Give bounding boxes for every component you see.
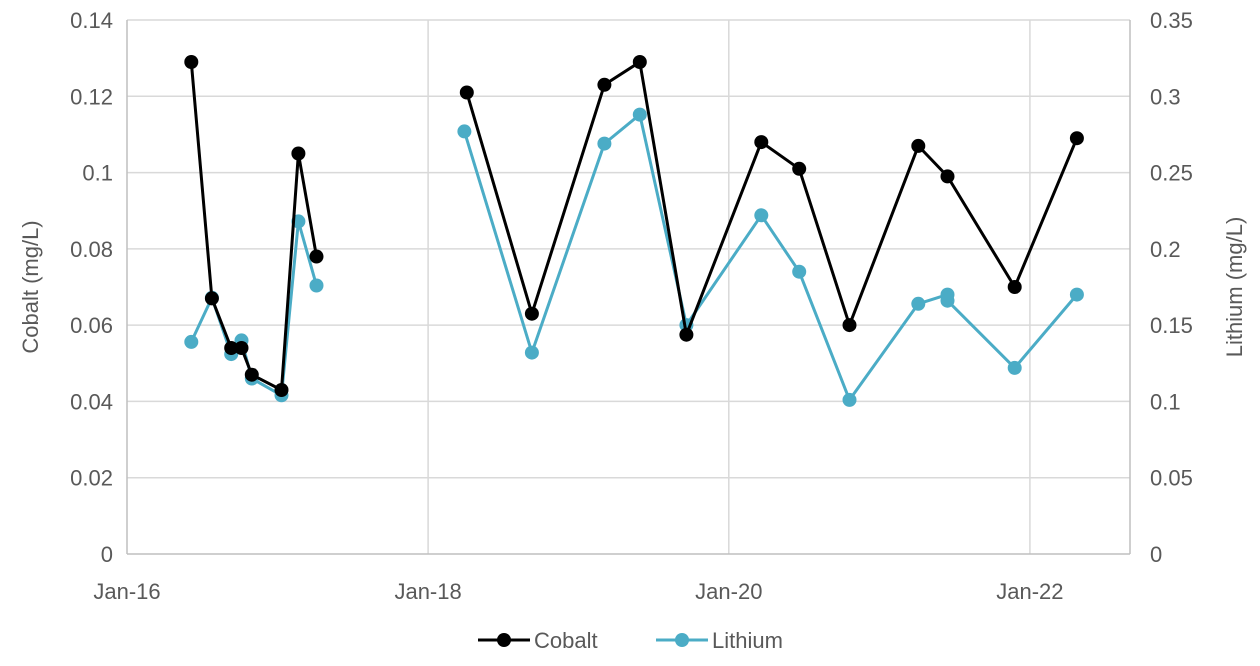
left-tick-label: 0	[101, 542, 113, 567]
legend: Cobalt Lithium	[478, 628, 783, 653]
data-point-lithium	[184, 334, 199, 349]
data-point-cobalt	[679, 327, 694, 342]
legend-item-lithium: Lithium	[656, 628, 783, 653]
series-cobalt	[184, 55, 1084, 397]
right-axis-title: Lithium (mg/L)	[1222, 217, 1247, 358]
gridlines	[127, 19, 1130, 554]
left-axis-title: Cobalt (mg/L)	[18, 220, 43, 353]
left-tick-label: 0.12	[70, 84, 113, 109]
legend-item-cobalt: Cobalt	[478, 628, 598, 653]
data-point-cobalt	[459, 85, 474, 100]
series-line-cobalt	[465, 60, 1079, 337]
x-tick-label: Jan-16	[93, 579, 160, 604]
right-tick-label: 0	[1150, 542, 1162, 567]
data-point-lithium	[1069, 287, 1084, 302]
data-point-lithium	[309, 278, 324, 293]
data-point-cobalt	[632, 55, 647, 69]
data-point-cobalt	[597, 77, 612, 92]
x-axis-tick-labels: Jan-16 Jan-18 Jan-20 Jan-22	[93, 579, 1063, 604]
data-point-cobalt	[1069, 131, 1084, 146]
series-layer	[184, 55, 1084, 407]
right-tick-label: 0.25	[1150, 161, 1193, 186]
left-tick-label: 0.08	[70, 237, 113, 262]
right-tick-label: 0.35	[1150, 8, 1193, 33]
data-point-lithium	[597, 136, 612, 151]
data-point-cobalt	[1007, 280, 1022, 294]
data-point-cobalt	[309, 249, 324, 264]
data-point-lithium	[792, 264, 807, 279]
left-tick-label: 0.1	[82, 161, 113, 186]
data-point-lithium	[1007, 360, 1022, 375]
series-line-lithium	[462, 113, 1079, 402]
left-tick-label: 0.04	[70, 389, 113, 414]
legend-label-lithium: Lithium	[712, 628, 783, 653]
data-point-cobalt	[792, 161, 807, 176]
data-point-lithium	[524, 345, 539, 360]
left-tick-label: 0.14	[70, 8, 113, 33]
data-point-cobalt	[524, 306, 539, 321]
left-tick-label: 0.06	[70, 313, 113, 338]
data-point-cobalt	[274, 383, 289, 397]
data-point-lithium	[842, 392, 857, 407]
data-point-lithium	[940, 293, 955, 308]
axes	[126, 20, 1131, 555]
data-point-lithium	[911, 296, 926, 311]
right-tick-label: 0.15	[1150, 313, 1193, 338]
data-point-lithium	[457, 124, 472, 139]
series-line-cobalt	[189, 61, 318, 392]
x-tick-label: Jan-18	[394, 579, 461, 604]
right-tick-label: 0.3	[1150, 84, 1181, 109]
data-point-cobalt	[842, 318, 857, 333]
data-point-cobalt	[204, 291, 219, 306]
x-tick-label: Jan-22	[996, 579, 1063, 604]
data-point-cobalt	[234, 341, 249, 355]
right-tick-label: 0.2	[1150, 237, 1181, 262]
legend-marker-cobalt	[497, 633, 511, 647]
x-tick-label: Jan-20	[695, 579, 762, 604]
right-axis-tick-labels: 0 0.05 0.1 0.15 0.2 0.25 0.3 0.35	[1150, 8, 1193, 567]
left-tick-label: 0.02	[70, 466, 113, 491]
left-axis-tick-labels: 0 0.02 0.04 0.06 0.08 0.1 0.12 0.14	[70, 8, 113, 567]
right-tick-label: 0.1	[1150, 389, 1181, 414]
data-point-cobalt	[911, 138, 926, 153]
data-point-cobalt	[244, 367, 259, 382]
data-point-cobalt	[291, 146, 306, 161]
data-point-lithium	[754, 208, 769, 223]
data-point-cobalt	[184, 55, 199, 69]
legend-label-cobalt: Cobalt	[534, 628, 598, 653]
data-point-lithium	[632, 107, 647, 122]
right-tick-label: 0.05	[1150, 466, 1193, 491]
data-point-cobalt	[754, 135, 769, 150]
legend-marker-lithium	[675, 633, 689, 647]
data-point-cobalt	[224, 341, 239, 355]
data-point-cobalt	[940, 169, 955, 184]
